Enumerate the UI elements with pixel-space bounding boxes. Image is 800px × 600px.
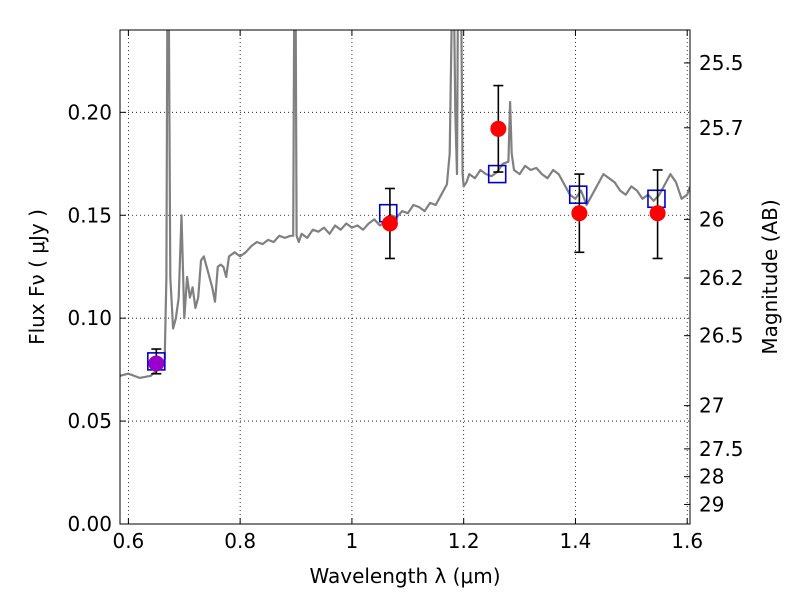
right-tick-label: 26 [699, 207, 724, 231]
right-tick-label: 25.7 [699, 116, 744, 140]
y-tick-label: 0.05 [67, 409, 112, 433]
x-tick-label: 1.6 [671, 529, 703, 553]
y-axis-title: Flux Fν ( μJy ) [25, 209, 49, 345]
x-tick-label: 1 [346, 529, 359, 553]
observed-point [148, 355, 165, 372]
y-tick-label: 0.20 [67, 100, 112, 124]
model-point [487, 164, 507, 184]
right-tick-label: 29 [699, 492, 724, 516]
right-tick-label: 25.5 [699, 51, 744, 75]
right-tick-label: 26.2 [699, 266, 744, 290]
right-axis-title: Magnitude (AB) [758, 199, 782, 354]
y-tick-label: 0.15 [67, 203, 112, 227]
x-axis-title: Wavelength λ (μm) [309, 564, 500, 588]
model-point [568, 185, 588, 204]
x-tick-label: 1.2 [448, 529, 480, 553]
marker-layer [147, 84, 666, 375]
right-tick-label: 27 [699, 394, 724, 418]
plot-background [120, 30, 690, 524]
x-tick-label: 1.4 [560, 529, 592, 553]
y-tick-label: 0.10 [67, 306, 112, 330]
observed-point [571, 205, 588, 222]
observed-point [649, 205, 666, 222]
x-tick-label: 0.8 [224, 529, 256, 553]
observed-point [490, 120, 507, 137]
ticks: 0.6 0.8 1 1.2 1.4 1.6 0.00 0.05 0.10 0.15 0.20 25.5… [67, 30, 744, 553]
plot-frame [119, 29, 691, 525]
right-tick-label: 27.5 [699, 437, 744, 461]
observed-point [381, 215, 398, 232]
data-layer [120, 30, 690, 379]
right-tick-label: 26.5 [699, 324, 744, 348]
spectrum-line [120, 30, 690, 379]
right-tick-label: 28 [699, 465, 724, 489]
y-tick-label: 0.00 [67, 512, 112, 536]
x-tick-label: 0.6 [112, 529, 144, 553]
